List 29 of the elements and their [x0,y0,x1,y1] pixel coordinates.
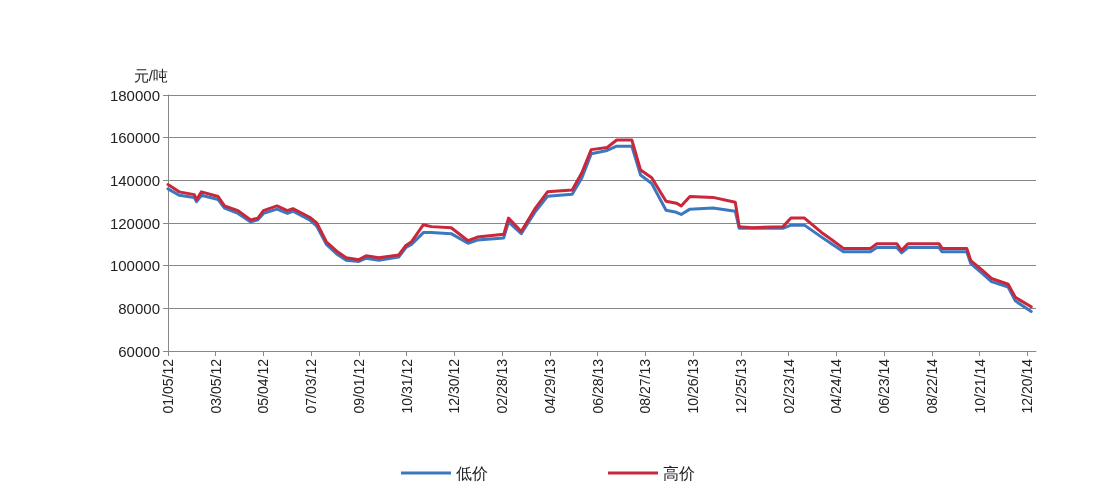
x-tick-label: 10/26/13 [685,358,702,414]
x-tick-label: 07/03/12 [303,358,320,414]
x-tick-label: 12/30/12 [446,358,463,414]
y-tick-label: 80000 [118,299,160,317]
x-tick-label: 05/04/12 [255,358,272,414]
x-tick-label: 04/24/14 [828,358,845,414]
x-tick-label: 10/21/14 [971,358,988,414]
y-tick-label: 180000 [109,86,160,104]
x-tick-label: 06/28/13 [589,358,606,414]
y-tick-label: 140000 [109,171,160,189]
x-tick-label: 10/31/12 [398,358,415,414]
y-tick-label: 160000 [109,129,160,147]
x-tick-label: 12/25/13 [732,358,749,414]
y-tick-label: 120000 [109,214,160,232]
x-tick-label: 03/05/12 [207,358,224,414]
x-tick-label: 08/27/13 [637,358,654,414]
x-tick-label: 02/23/14 [780,358,797,414]
x-tick-label: 04/29/13 [541,358,558,414]
x-tick-label: 01/05/12 [160,358,176,414]
x-tick-label: 02/28/13 [494,358,511,414]
legend-label: 低价 [456,464,488,482]
x-tick-label: 12/20/14 [1019,358,1036,414]
x-tick-label: 08/22/14 [923,358,940,414]
y-axis-title: 元/吨 [133,67,168,84]
x-tick-label: 06/23/14 [876,358,893,414]
y-tick-label: 60000 [118,342,160,360]
x-tick-label: 09/01/12 [350,358,367,414]
legend-label: 高价 [663,464,695,482]
y-tick-label: 100000 [109,257,160,275]
